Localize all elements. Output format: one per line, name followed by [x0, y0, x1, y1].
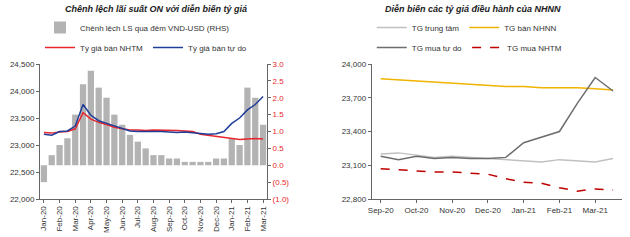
- svg-text:TG bán NHNN: TG bán NHNN: [504, 24, 556, 33]
- svg-text:24,500: 24,500: [10, 60, 35, 69]
- svg-text:TG mua tự do: TG mua tự do: [412, 44, 462, 53]
- svg-text:Mar-20: Mar-20: [71, 206, 80, 232]
- svg-text:Feb-20: Feb-20: [55, 206, 64, 232]
- svg-text:2.5: 2.5: [273, 77, 285, 86]
- svg-text:(1.0): (1.0): [273, 195, 290, 204]
- svg-text:Jul-20: Jul-20: [133, 206, 142, 228]
- svg-text:23,100: 23,100: [342, 161, 367, 170]
- svg-text:TG mua NHTM: TG mua NHTM: [507, 44, 562, 53]
- svg-text:Jan-21: Jan-21: [227, 206, 236, 231]
- svg-text:Nov-20: Nov-20: [196, 206, 205, 232]
- svg-text:0.0: 0.0: [273, 161, 285, 170]
- svg-text:Mar-21: Mar-21: [259, 206, 268, 232]
- svg-text:Dec-20: Dec-20: [212, 206, 221, 232]
- svg-text:23,500: 23,500: [10, 114, 35, 123]
- svg-text:24,000: 24,000: [10, 87, 35, 96]
- svg-text:23,400: 23,400: [342, 127, 367, 136]
- svg-text:Jan-20: Jan-20: [40, 206, 49, 231]
- svg-text:Chênh lệch LS qua đêm VND-USD: Chênh lệch LS qua đêm VND-USD (RHS): [80, 24, 229, 33]
- svg-text:Tỷ giá bán NHTM: Tỷ giá bán NHTM: [80, 44, 143, 53]
- svg-text:Mar-21: Mar-21: [583, 206, 609, 215]
- svg-text:1.5: 1.5: [273, 110, 285, 119]
- svg-text:24,000: 24,000: [342, 60, 367, 69]
- svg-text:3.0: 3.0: [273, 60, 285, 69]
- svg-text:1.0: 1.0: [273, 127, 285, 136]
- svg-text:Sep-20: Sep-20: [165, 206, 174, 232]
- svg-text:Feb-21: Feb-21: [243, 206, 252, 232]
- svg-text:0.5: 0.5: [273, 144, 285, 153]
- svg-text:May-20: May-20: [102, 206, 111, 233]
- svg-text:Diễn biến các tỷ giá điều hành: Diễn biến các tỷ giá điều hành của NHNN: [385, 4, 561, 14]
- svg-text:22,000: 22,000: [10, 195, 35, 204]
- svg-text:(0.5): (0.5): [273, 178, 290, 187]
- svg-text:23,000: 23,000: [10, 141, 35, 150]
- svg-text:Chênh lệch lãi suất ON với diễ: Chênh lệch lãi suất ON với diễn biến tỷ …: [65, 4, 247, 14]
- svg-text:2.0: 2.0: [273, 94, 285, 103]
- svg-text:Oct-20: Oct-20: [404, 206, 429, 215]
- svg-text:23,700: 23,700: [342, 94, 367, 103]
- svg-text:Feb-21: Feb-21: [547, 206, 573, 215]
- svg-text:Jan-21: Jan-21: [511, 206, 536, 215]
- svg-text:Oct-20: Oct-20: [180, 206, 189, 231]
- svg-text:Aug-20: Aug-20: [149, 206, 158, 232]
- svg-text:Sep-20: Sep-20: [368, 206, 394, 215]
- svg-text:Dec-20: Dec-20: [475, 206, 501, 215]
- svg-text:22,500: 22,500: [10, 168, 35, 177]
- svg-text:TG trung tâm: TG trung tâm: [412, 24, 459, 33]
- svg-text:Nov-20: Nov-20: [439, 206, 465, 215]
- svg-text:Tỷ giá bán tự do: Tỷ giá bán tự do: [188, 44, 247, 53]
- svg-text:Apr-20: Apr-20: [86, 206, 95, 231]
- svg-text:22,800: 22,800: [342, 195, 367, 204]
- svg-text:Jun-20: Jun-20: [118, 206, 127, 231]
